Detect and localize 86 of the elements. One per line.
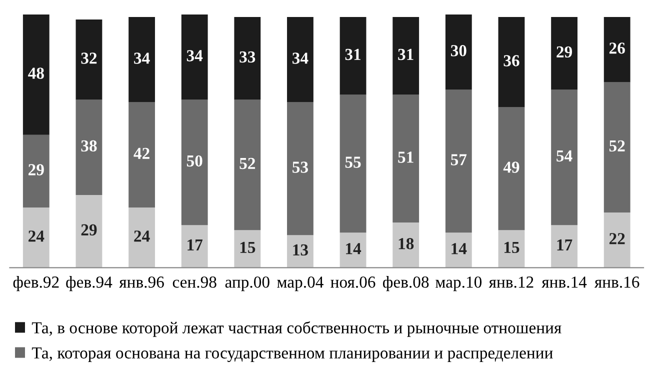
bar <box>22 134 50 208</box>
bar <box>234 17 261 100</box>
data-label: 15 <box>504 242 520 254</box>
data-label: 34 <box>134 52 150 64</box>
bar <box>445 14 472 90</box>
x-tick-label: фев.94 <box>66 276 112 292</box>
bar <box>287 17 314 102</box>
bar <box>340 94 366 233</box>
data-label: 32 <box>81 52 97 64</box>
data-label: 14 <box>452 243 467 254</box>
data-label: 29 <box>556 46 572 58</box>
data-label: 55 <box>345 156 361 168</box>
data-label: 29 <box>28 164 44 176</box>
bar <box>22 208 50 268</box>
bar <box>498 107 525 230</box>
bar <box>340 232 366 268</box>
x-tick-label: мар.04 <box>277 276 324 292</box>
bar <box>498 230 525 268</box>
bar <box>392 17 420 95</box>
x-tick-label: мар.10 <box>436 276 482 292</box>
data-label: 33 <box>240 51 256 63</box>
bar <box>76 194 102 268</box>
data-label: 36 <box>504 55 520 66</box>
bar <box>604 212 630 268</box>
bar <box>128 17 155 102</box>
data-label: 31 <box>398 48 414 60</box>
bar <box>287 102 314 236</box>
data-label: 24 <box>28 230 44 242</box>
bar <box>287 235 314 268</box>
data-label: 51 <box>398 152 414 163</box>
x-tick-label: янв.16 <box>594 276 640 288</box>
data-label: 13 <box>293 244 308 256</box>
data-label: 15 <box>240 242 256 254</box>
x-tick-label: сен.98 <box>172 276 216 288</box>
bar <box>392 94 420 223</box>
bar <box>445 232 472 268</box>
data-label: 34 <box>292 52 308 64</box>
bar <box>128 102 155 208</box>
bar <box>76 100 102 195</box>
data-label: 17 <box>188 239 203 250</box>
legend-label: Та, в основе которой лежат частная собственность и рыночные отношения <box>32 321 562 337</box>
bar <box>128 208 155 268</box>
x-tick-label: янв.12 <box>488 276 534 288</box>
data-label: 29 <box>81 224 97 236</box>
bar <box>181 225 208 268</box>
bar <box>234 100 261 230</box>
x-tick-label: янв.96 <box>119 276 164 288</box>
data-label: 49 <box>503 162 520 173</box>
x-tick-label: фев.08 <box>383 276 429 292</box>
data-label: 22 <box>609 233 625 244</box>
data-label: 31 <box>345 48 361 60</box>
x-tick-label: ноя.06 <box>330 276 376 288</box>
bar <box>551 90 578 226</box>
data-label: 52 <box>240 158 256 170</box>
bar <box>22 14 50 135</box>
data-label: 53 <box>292 162 308 173</box>
bar <box>234 230 261 268</box>
bar <box>551 17 578 90</box>
x-tick-label: янв.14 <box>542 276 587 288</box>
data-label: 30 <box>450 45 466 56</box>
data-label: 54 <box>556 150 572 162</box>
bar <box>76 20 102 100</box>
data-label: 57 <box>450 154 467 166</box>
data-label: 52 <box>609 140 625 152</box>
data-label: 38 <box>81 140 97 152</box>
data-label: 34 <box>186 50 203 62</box>
data-label: 42 <box>134 148 150 159</box>
bar <box>604 82 630 213</box>
data-label: 48 <box>28 68 44 79</box>
data-label: 14 <box>346 243 362 254</box>
bar <box>551 225 578 268</box>
bar <box>181 100 208 226</box>
bar <box>498 17 525 108</box>
bar <box>445 90 472 233</box>
data-label: 17 <box>557 239 572 250</box>
legend-label: Та, которая основана на государственном планировании и распределении <box>32 347 553 362</box>
data-label: 18 <box>398 238 414 250</box>
data-label: 24 <box>134 230 150 242</box>
x-tick-label: фев.92 <box>13 276 59 292</box>
bar <box>340 17 366 95</box>
data-label: 50 <box>186 155 202 167</box>
bar <box>181 14 208 100</box>
x-tick-label: апр.00 <box>225 276 270 292</box>
bar <box>392 222 420 268</box>
data-label: 26 <box>609 42 625 54</box>
bar <box>604 17 630 82</box>
